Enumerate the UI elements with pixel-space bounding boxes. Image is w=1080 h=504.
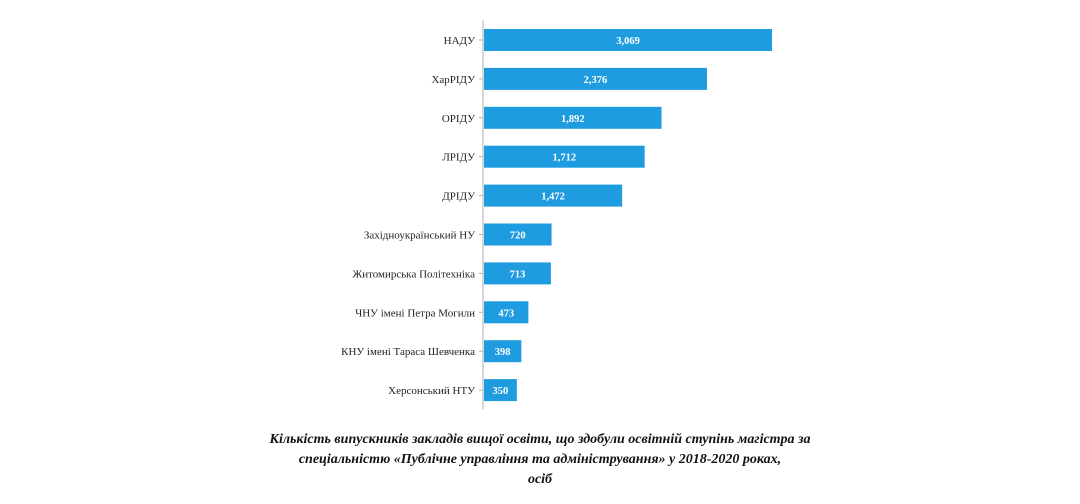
value-label: 713 (510, 269, 526, 280)
category-label: НАДУ (444, 35, 476, 47)
category-label: Житомирська Політехніка (352, 268, 475, 280)
caption-line-1: Кількість випускників закладів вищої осв… (269, 432, 811, 447)
bar (484, 184, 623, 207)
category-label: ЛРІДУ (442, 152, 475, 164)
bar (484, 301, 529, 324)
category-label: Західноукраїнський НУ (364, 230, 475, 242)
value-label: 1,712 (553, 153, 577, 164)
bars-group: НАДУ 3,069 ХарРІДУ 2,376 ОРІДУ 1,892 ЛРІДУ 1,71… (341, 20, 772, 410)
bar (484, 340, 522, 363)
caption-line-3: осіб (527, 472, 553, 487)
chart-caption: Кількість випускників закладів вищої осв… (0, 430, 1080, 490)
bar (484, 145, 645, 168)
bar (484, 67, 707, 90)
bar (484, 262, 551, 285)
category-label: ДРІДУ (442, 191, 475, 203)
bar (484, 106, 662, 129)
bar (484, 223, 552, 246)
category-label: ОРІДУ (442, 113, 475, 125)
value-label: 1,472 (541, 192, 565, 203)
value-label: 473 (498, 308, 514, 319)
category-label: КНУ імені Тараса Шевченка (341, 346, 475, 358)
value-label: 398 (495, 347, 511, 358)
value-label: 350 (493, 386, 509, 397)
value-label: 3,069 (616, 36, 640, 47)
bar (484, 29, 772, 51)
value-label: 1,892 (561, 114, 585, 125)
bar (484, 379, 517, 402)
bar-chart: НАДУ 3,069 ХарРІДУ 2,376 ОРІДУ 1,892 ЛРІДУ 1,71… (341, 20, 772, 410)
category-label: ЧНУ імені Петра Могили (355, 307, 475, 319)
value-label: 720 (510, 231, 526, 242)
caption-line-2: спеціальністю «Публічне управління та ад… (298, 452, 782, 467)
category-label: Херсонський НТУ (388, 385, 475, 397)
value-label: 2,376 (584, 75, 608, 86)
category-label: ХарРІДУ (431, 74, 475, 86)
